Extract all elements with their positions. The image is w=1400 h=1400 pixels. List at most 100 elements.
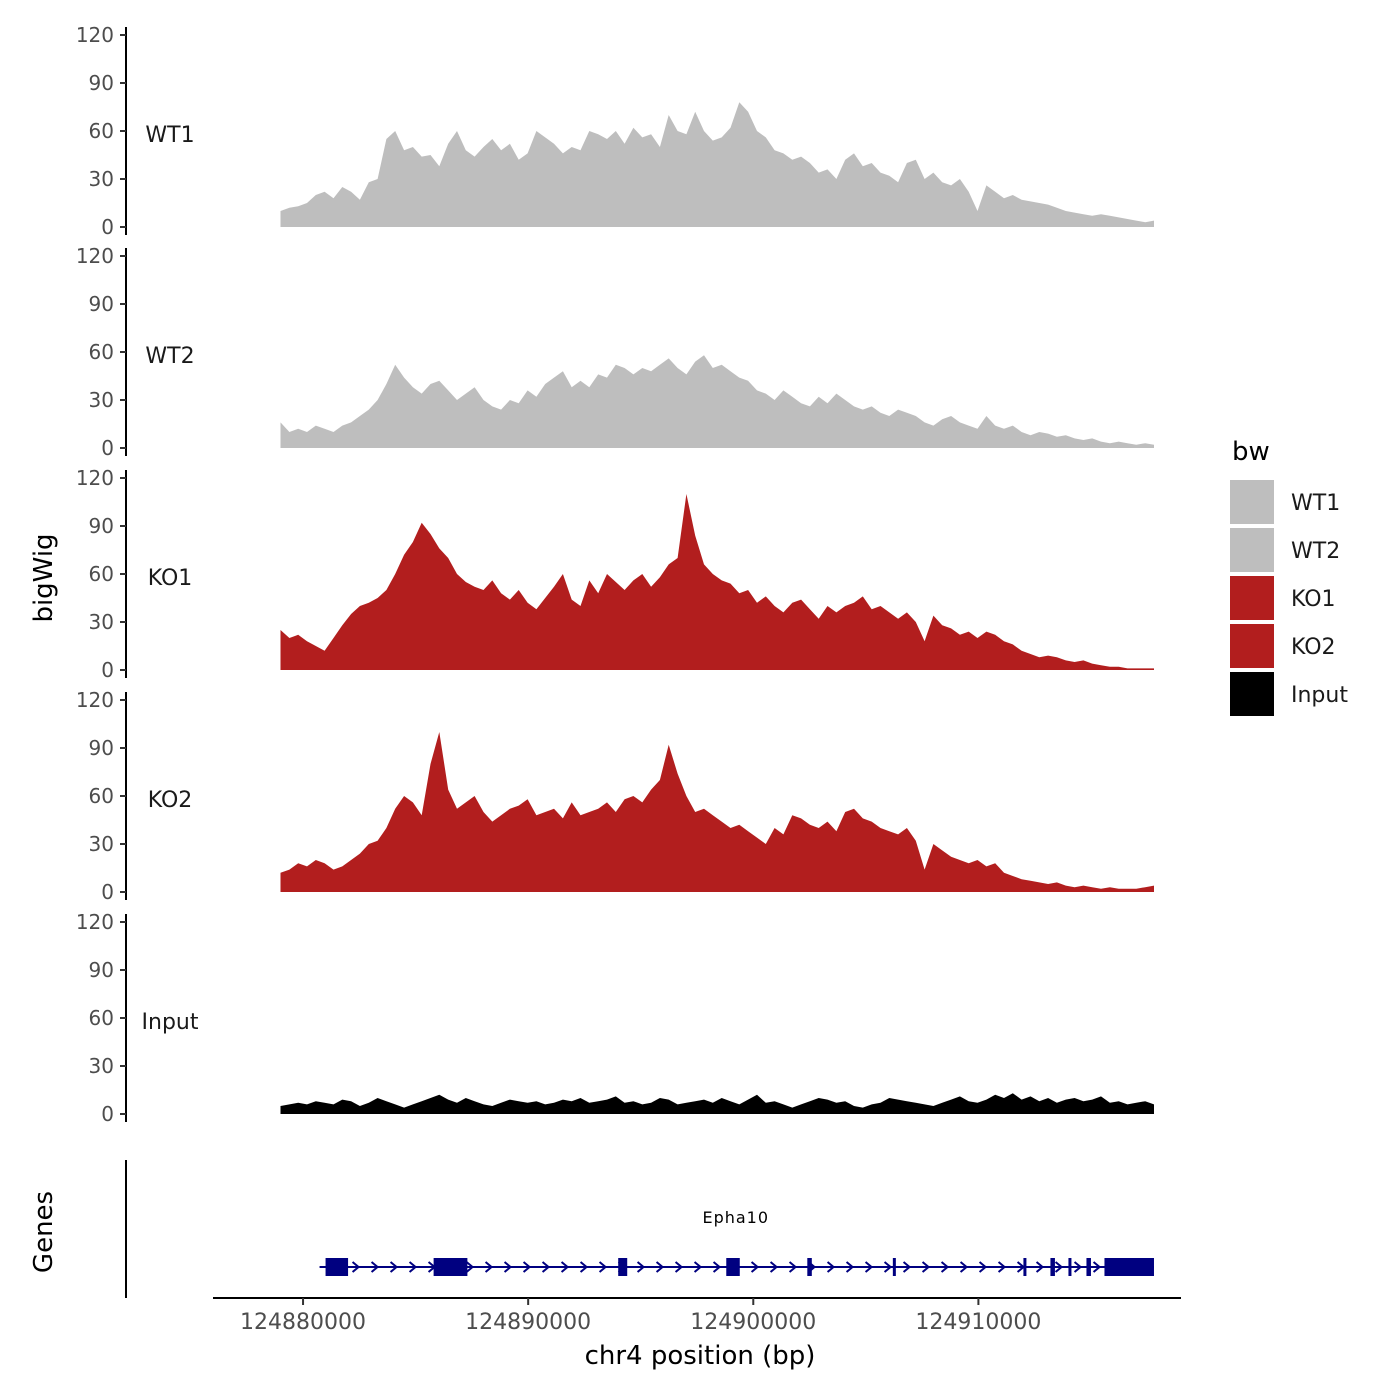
strand-arrow: [940, 1261, 950, 1273]
strand-arrow: [389, 1261, 399, 1273]
x-tick-label: 124880000: [240, 1310, 366, 1335]
x-tick-label: 124910000: [915, 1310, 1041, 1335]
y-tick-label: 30: [89, 832, 114, 856]
gene-exon: [618, 1258, 628, 1276]
strand-arrow: [560, 1261, 570, 1273]
gene-exon: [1068, 1258, 1072, 1276]
legend-label-ko1: KO1: [1291, 587, 1336, 612]
track-wt2: 0 30 60 90 120 WT2: [76, 244, 1154, 460]
y-tick-label: 90: [89, 958, 114, 982]
track-ko2: 0 30 60 90 120 KO2: [76, 688, 1154, 904]
area-input: [280, 1093, 1154, 1114]
legend-swatch-wt1: [1230, 480, 1274, 524]
strand-arrow: [1073, 1261, 1083, 1273]
strand-arrow: [579, 1261, 589, 1273]
area-ko2: [280, 732, 1154, 892]
y-tick-label: 0: [101, 880, 114, 904]
track-panels: 0306090120WT10306090120WT20306090120KO10…: [76, 23, 1154, 1126]
y-tick-label: 0: [101, 215, 114, 239]
y-tick-label: 60: [89, 340, 114, 364]
genes-panel: Epha10: [125, 1160, 1154, 1298]
legend-label-ko2: KO2: [1291, 635, 1336, 660]
strand-arrow: [788, 1261, 798, 1273]
y-tick-label: 120: [76, 466, 114, 490]
legend-label-wt2: WT2: [1291, 539, 1340, 564]
strand-arrow: [845, 1261, 855, 1273]
area-ko1: [280, 494, 1154, 670]
strand-arrow: [1054, 1261, 1064, 1273]
gene-exon: [433, 1258, 468, 1276]
strand-arrow: [1092, 1261, 1102, 1273]
y-tick-label: 90: [89, 514, 114, 538]
track-input: 0 30 60 90 120 Input: [76, 910, 1154, 1126]
y-tick-label: 120: [76, 688, 114, 712]
strand-arrow: [674, 1261, 684, 1273]
strand-arrow: [902, 1261, 912, 1273]
y-tick-label: 60: [89, 1006, 114, 1030]
y-tick-label: 60: [89, 119, 114, 143]
track-label: KO2: [148, 788, 193, 813]
strand-arrow: [826, 1261, 836, 1273]
track-wt1: 0 30 60 90 120 WT1: [76, 23, 1154, 239]
strand-arrow: [769, 1261, 779, 1273]
gene-exon: [1023, 1258, 1027, 1276]
gene-exon: [807, 1258, 812, 1276]
track-ko1: 0 30 60 90 120 KO1: [76, 466, 1154, 682]
strand-arrow: [598, 1261, 608, 1273]
strand-arrow: [655, 1261, 665, 1273]
gene-exon: [892, 1258, 896, 1276]
strand-arrow: [864, 1261, 874, 1273]
track-label: WT2: [145, 344, 194, 369]
y-tick-label: 90: [89, 736, 114, 760]
strand-arrow: [522, 1261, 532, 1273]
y-tick-label: 60: [89, 784, 114, 808]
legend-swatch-ko1: [1230, 576, 1274, 620]
strand-arrow: [921, 1261, 931, 1273]
legend-label-input: Input: [1291, 683, 1348, 708]
legend-swatch-ko2: [1230, 624, 1274, 668]
y-tick-label: 120: [76, 23, 114, 47]
x-tick-label: 124900000: [690, 1310, 816, 1335]
strand-arrow: [712, 1261, 722, 1273]
strand-arrow: [541, 1261, 551, 1273]
track-label: KO1: [148, 566, 193, 591]
strand-arrow: [693, 1261, 703, 1273]
strand-arrow: [883, 1261, 893, 1273]
strand-arrow: [978, 1261, 988, 1273]
gene-exon: [726, 1258, 740, 1276]
x-axis: 124880000 124890000 124900000 124910000: [213, 1297, 1181, 1335]
strand-arrow: [370, 1261, 380, 1273]
strand-arrow: [959, 1261, 969, 1273]
y-tick-label: 0: [101, 436, 114, 460]
strand-arrow: [997, 1261, 1007, 1273]
y-tick-label: 30: [89, 610, 114, 634]
y-tick-label: 90: [89, 71, 114, 95]
x-axis-title: chr4 position (bp): [585, 1341, 816, 1371]
strand-arrow: [750, 1261, 760, 1273]
area-wt1: [280, 102, 1154, 227]
area-wt2: [280, 355, 1154, 448]
track-label: Input: [142, 1010, 199, 1035]
gene-exon: [1104, 1258, 1154, 1276]
legend-label-wt1: WT1: [1291, 491, 1340, 516]
legend-title: bw: [1232, 437, 1270, 467]
strand-arrow: [636, 1261, 646, 1273]
y-axis-title: bigWig: [29, 533, 59, 622]
strand-arrow: [351, 1261, 361, 1273]
strand-arrow: [1035, 1261, 1045, 1273]
y-tick-label: 30: [89, 388, 114, 412]
strand-arrow: [408, 1261, 418, 1273]
y-tick-label: 90: [89, 292, 114, 316]
y-tick-label: 0: [101, 1102, 114, 1126]
genes-axis-title: Genes: [29, 1191, 59, 1273]
x-tick-label: 124890000: [465, 1310, 591, 1335]
gene-exon: [1086, 1258, 1091, 1276]
legend: bw WT1 WT2 KO1 KO2 Input: [1230, 437, 1348, 716]
y-tick-label: 30: [89, 167, 114, 191]
gene-label: Epha10: [702, 1208, 769, 1227]
y-tick-label: 60: [89, 562, 114, 586]
y-tick-label: 0: [101, 658, 114, 682]
legend-swatch-input: [1230, 672, 1274, 716]
gene-exon: [325, 1258, 349, 1276]
